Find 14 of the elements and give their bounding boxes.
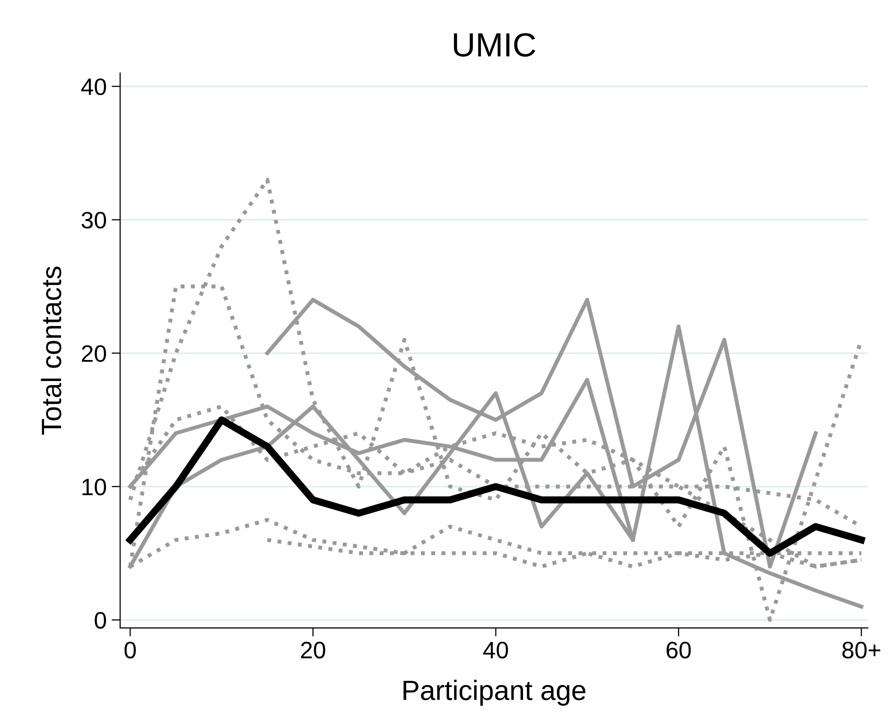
- y-tick-label: 40: [81, 78, 106, 96]
- x-tick-label: 60: [666, 642, 691, 658]
- x-tick-label: 40: [483, 642, 508, 658]
- x-tick-label: 0: [124, 642, 136, 658]
- x-tick-label: 80+: [842, 642, 880, 658]
- y-tick-label: 20: [82, 345, 106, 362]
- y-tick-label: 10: [82, 478, 106, 496]
- x-tick-label: 20: [301, 642, 326, 658]
- chart-title: UMIC: [454, 33, 536, 57]
- y-tick-label: 30: [82, 212, 106, 229]
- x-axis-title: Participant age: [404, 680, 586, 706]
- y-axis-title: Total contacts: [40, 266, 62, 435]
- line-series: [128, 178, 864, 622]
- y-tick-label: 0: [94, 612, 106, 629]
